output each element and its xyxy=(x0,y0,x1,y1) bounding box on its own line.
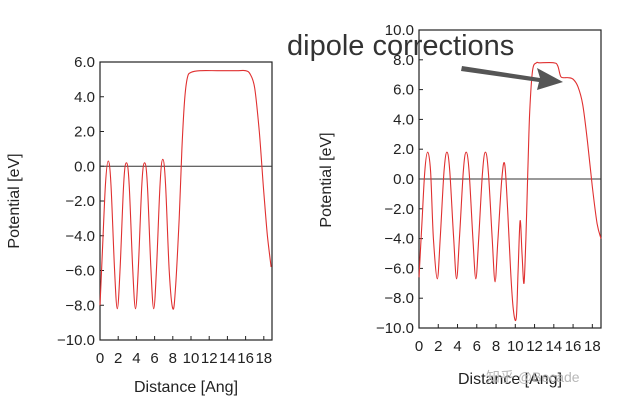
left-y-axis-label: Potential [eV] xyxy=(6,153,23,248)
left-x-tick-label: 6 xyxy=(150,350,158,367)
right-x-tick-label: 8 xyxy=(492,338,500,355)
right-y-tick-label: −2.0 xyxy=(384,201,414,218)
left-plot-frame xyxy=(99,61,273,341)
right-y-tick-label: −4.0 xyxy=(384,231,414,248)
right-y-axis-label: Potential [eV] xyxy=(318,132,335,227)
annotation-arrow xyxy=(461,66,563,90)
left-x-tick-label: 2 xyxy=(114,350,122,367)
left-x-ticks: 0 2 4 6 8 10 12 14 16 18 xyxy=(96,336,272,367)
right-x-axis-label: Distance [Ang] xyxy=(458,371,562,388)
right-y-tick-label: 4.0 xyxy=(393,111,414,128)
left-y-tick-label: −2.0 xyxy=(65,193,95,210)
left-chart: 0 2 4 6 8 10 12 14 16 18 −10.0 −8.0 −6.0 −4.0 −2.0 0.0… xyxy=(6,54,273,396)
right-y-tick-label: −10.0 xyxy=(376,320,414,337)
right-x-tick-label: 16 xyxy=(565,338,582,355)
left-y-tick-label: 2.0 xyxy=(74,124,95,141)
left-y-tick-label: 6.0 xyxy=(74,54,95,71)
left-x-axis-label: Distance [Ang] xyxy=(134,379,238,396)
right-x-tick-label: 0 xyxy=(415,338,423,355)
right-y-tick-label: 8.0 xyxy=(393,52,414,69)
right-y-tick-label: 2.0 xyxy=(393,141,414,158)
left-y-tick-label: 0.0 xyxy=(74,158,95,175)
right-x-tick-label: 4 xyxy=(453,338,461,355)
dipole-corrections-annotation: dipole corrections xyxy=(287,30,514,62)
right-x-tick-label: 18 xyxy=(584,338,601,355)
watermark: 知乎 @Becade xyxy=(486,369,580,385)
right-x-tick-label: 6 xyxy=(473,338,481,355)
left-x-tick-label: 14 xyxy=(219,350,236,367)
left-x-tick-label: 4 xyxy=(132,350,140,367)
right-potential-curve xyxy=(418,61,602,322)
right-x-tick-label: 2 xyxy=(434,338,442,355)
left-x-tick-label: 12 xyxy=(201,350,218,367)
right-y-tick-label: −8.0 xyxy=(384,290,414,307)
right-y-tick-label: −6.0 xyxy=(384,260,414,277)
left-y-tick-label: −8.0 xyxy=(65,297,95,314)
left-y-tick-label: −4.0 xyxy=(65,228,95,245)
right-x-tick-label: 14 xyxy=(545,338,562,355)
right-y-tick-label: 10.0 xyxy=(385,22,414,39)
left-x-tick-label: 0 xyxy=(96,350,104,367)
right-chart: 0 2 4 6 8 10 12 14 16 18 −10.0 −8.0 −6.0 −4.0 −2.0 0.0… xyxy=(318,22,602,388)
left-y-tick-label: 4.0 xyxy=(74,89,95,106)
right-y-tick-label: 6.0 xyxy=(393,82,414,99)
left-potential-curve xyxy=(99,69,272,310)
left-x-tick-label: 8 xyxy=(169,350,177,367)
right-x-tick-label: 12 xyxy=(526,338,543,355)
right-y-tick-label: 0.0 xyxy=(393,171,414,188)
left-y-ticks: −10.0 −8.0 −6.0 −4.0 −2.0 0.0 2.0 4.0 6.0 xyxy=(57,54,104,349)
right-x-ticks: 0 2 4 6 8 10 12 14 16 18 xyxy=(415,324,601,355)
left-y-tick-label: −10.0 xyxy=(57,332,95,349)
left-x-tick-label: 18 xyxy=(255,350,272,367)
left-y-tick-label: −6.0 xyxy=(65,263,95,280)
right-y-ticks: −10.0 −8.0 −6.0 −4.0 −2.0 0.0 2.0 4.0 6.0 8.0 10.0 xyxy=(376,22,423,337)
left-x-tick-label: 16 xyxy=(237,350,254,367)
right-x-tick-label: 10 xyxy=(507,338,524,355)
left-x-tick-label: 10 xyxy=(183,350,200,367)
